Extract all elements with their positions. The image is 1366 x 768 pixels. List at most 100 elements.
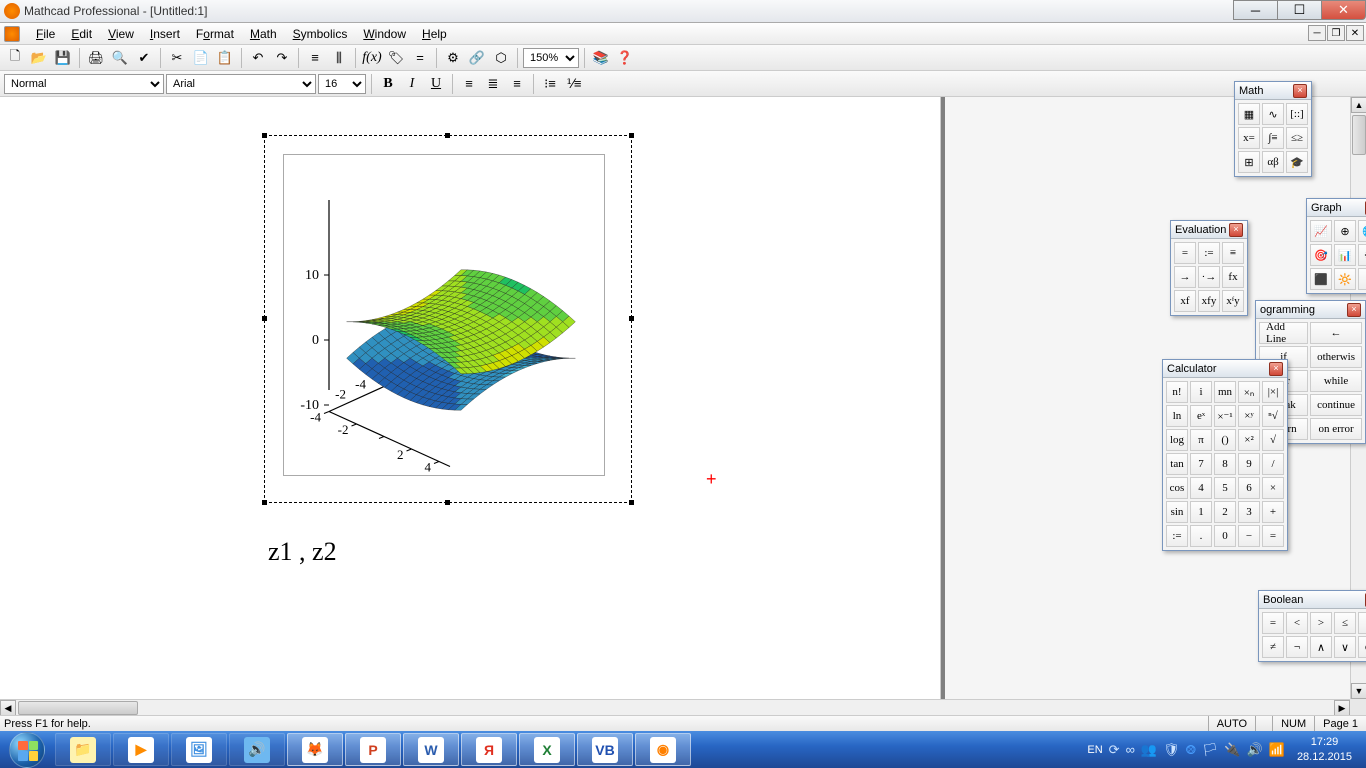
palette-button[interactable]: → bbox=[1174, 266, 1196, 288]
palette-button[interactable]: Add Line bbox=[1259, 322, 1308, 344]
units-button[interactable]: 🏷 bbox=[385, 47, 407, 69]
palette-button[interactable]: √ bbox=[1262, 429, 1284, 451]
palette-button[interactable]: xᶠy bbox=[1222, 290, 1244, 312]
taskbar-app-button[interactable]: ◉ bbox=[635, 733, 691, 766]
palette-button[interactable]: on error bbox=[1310, 418, 1362, 440]
calculate-button[interactable]: = bbox=[409, 47, 431, 69]
palette-button[interactable]: 2 bbox=[1214, 501, 1236, 523]
resize-handle[interactable] bbox=[629, 133, 634, 138]
palette-button[interactable]: 🎓 bbox=[1286, 151, 1308, 173]
volume-icon[interactable]: 🔊 bbox=[1247, 742, 1263, 758]
menu-view[interactable]: View bbox=[100, 25, 142, 43]
palette-button[interactable]: 🌐 bbox=[1358, 220, 1366, 242]
mdi-minimize[interactable]: ─ bbox=[1308, 25, 1326, 41]
scroll-thumb[interactable] bbox=[1352, 115, 1366, 155]
palette-button[interactable]: > bbox=[1310, 612, 1332, 634]
palette-button[interactable]: ❋ bbox=[1358, 244, 1366, 266]
resize-handle[interactable] bbox=[629, 316, 634, 321]
save-button[interactable]: 💾 bbox=[52, 47, 74, 69]
palette-close-button[interactable]: × bbox=[1229, 223, 1243, 237]
redo-button[interactable]: ↷ bbox=[271, 47, 293, 69]
taskbar-app-button[interactable]: 🦊 bbox=[287, 733, 343, 766]
scroll-left-button[interactable]: ◀ bbox=[0, 700, 16, 715]
taskbar-app-button[interactable]: 📁 bbox=[55, 733, 111, 766]
palette-button[interactable]: ⊞ bbox=[1238, 151, 1260, 173]
palette-button[interactable]: 1 bbox=[1190, 501, 1212, 523]
palette-button[interactable]: = bbox=[1262, 612, 1284, 634]
paste-button[interactable]: 📋 bbox=[214, 47, 236, 69]
palette-button[interactable]: 8 bbox=[1214, 453, 1236, 475]
scroll-down-button[interactable]: ▼ bbox=[1351, 683, 1366, 699]
palette-button[interactable]: ⊕ bbox=[1334, 220, 1356, 242]
palette-button[interactable]: 5 bbox=[1214, 477, 1236, 499]
tray-icon[interactable]: 🛡 bbox=[1163, 742, 1180, 758]
menu-help[interactable]: Help bbox=[414, 25, 455, 43]
palette-button[interactable]: ⊕ bbox=[1358, 636, 1366, 658]
taskbar-app-button[interactable]: X bbox=[519, 733, 575, 766]
scroll-right-button[interactable]: ▶ bbox=[1334, 700, 1350, 715]
palette-button[interactable]: eˣ bbox=[1190, 405, 1212, 427]
print-button[interactable]: 🖨 bbox=[85, 47, 107, 69]
palette-button[interactable]: ∿ bbox=[1262, 103, 1284, 125]
palette-button[interactable]: 📊 bbox=[1334, 244, 1356, 266]
align-center-button[interactable]: ≣ bbox=[482, 73, 504, 95]
palette-button[interactable]: − bbox=[1238, 525, 1260, 547]
spellcheck-button[interactable]: ✔ bbox=[133, 47, 155, 69]
cut-button[interactable]: ✂ bbox=[166, 47, 188, 69]
palette-button[interactable]: ln bbox=[1166, 405, 1188, 427]
palette-button[interactable]: n! bbox=[1166, 381, 1188, 403]
undo-button[interactable]: ↶ bbox=[247, 47, 269, 69]
surface-plot-region[interactable]: 100-10-4-224-4-2 bbox=[264, 135, 632, 503]
palette-button[interactable]: 3 bbox=[1238, 501, 1260, 523]
palette-button[interactable]: fx bbox=[1222, 266, 1244, 288]
palette-button[interactable]: log bbox=[1166, 429, 1188, 451]
palette-button[interactable]: αβ bbox=[1262, 151, 1284, 173]
palette-button[interactable]: π bbox=[1190, 429, 1212, 451]
minimize-button[interactable]: ─ bbox=[1233, 0, 1278, 20]
palette-button[interactable]: ⬛ bbox=[1310, 268, 1332, 290]
palette-button[interactable]: ≤≥ bbox=[1286, 127, 1308, 149]
start-button[interactable] bbox=[0, 731, 54, 768]
taskbar-app-button[interactable]: W bbox=[403, 733, 459, 766]
bullets-button[interactable]: ⁝≡ bbox=[539, 73, 561, 95]
palette-button[interactable]: = bbox=[1262, 525, 1284, 547]
resize-handle[interactable] bbox=[445, 133, 450, 138]
palette-button[interactable]: := bbox=[1198, 242, 1220, 264]
palette-button[interactable]: 6 bbox=[1238, 477, 1260, 499]
taskbar-app-button[interactable]: ▶ bbox=[113, 733, 169, 766]
align-button[interactable]: ≡ bbox=[304, 47, 326, 69]
maximize-button[interactable]: ☐ bbox=[1277, 0, 1322, 20]
taskbar-app-button[interactable]: 🔊 bbox=[229, 733, 285, 766]
tray-icon[interactable]: ⟳ bbox=[1109, 742, 1120, 758]
underline-button[interactable]: U bbox=[425, 73, 447, 95]
palette-button[interactable]: ∫≡ bbox=[1262, 127, 1284, 149]
palette-button[interactable]: 4 bbox=[1190, 477, 1212, 499]
boolean-palette[interactable]: Boolean×=<>≤≥≠¬∧∨⊕ bbox=[1258, 590, 1366, 662]
preview-button[interactable]: 🔍 bbox=[109, 47, 131, 69]
palette-button[interactable]: ¬ bbox=[1286, 636, 1308, 658]
bold-button[interactable]: B bbox=[377, 73, 399, 95]
align-left-button[interactable]: ≡ bbox=[458, 73, 480, 95]
plot-label[interactable]: z1 , z2 bbox=[268, 537, 337, 567]
scroll-thumb[interactable] bbox=[18, 701, 138, 715]
palette-button[interactable]: . bbox=[1190, 525, 1212, 547]
open-button[interactable]: 📂 bbox=[28, 47, 50, 69]
palette-button[interactable]: ×ₙ bbox=[1238, 381, 1260, 403]
numbering-button[interactable]: ⅟≡ bbox=[563, 73, 585, 95]
horizontal-scrollbar[interactable]: ◀ ▶ bbox=[0, 699, 1350, 715]
palette-button[interactable]: mn bbox=[1214, 381, 1236, 403]
palette-button[interactable]: = bbox=[1174, 242, 1196, 264]
palette-button[interactable]: 🎯 bbox=[1310, 244, 1332, 266]
component-button[interactable]: ⚙ bbox=[442, 47, 464, 69]
palette-button[interactable]: + bbox=[1262, 501, 1284, 523]
palette-button[interactable]: cos bbox=[1166, 477, 1188, 499]
palette-button[interactable]: 9 bbox=[1238, 453, 1260, 475]
clock[interactable]: 17:29 28.12.2015 bbox=[1291, 735, 1358, 764]
palette-button[interactable]: < bbox=[1286, 612, 1308, 634]
palette-button[interactable]: () bbox=[1214, 429, 1236, 451]
flag-icon[interactable]: 🏳 bbox=[1202, 742, 1219, 758]
system-menu-icon[interactable] bbox=[4, 26, 20, 42]
palette-button[interactable]: ≥ bbox=[1358, 612, 1366, 634]
menu-file[interactable]: File bbox=[28, 25, 63, 43]
palette-button[interactable]: sin bbox=[1166, 501, 1188, 523]
